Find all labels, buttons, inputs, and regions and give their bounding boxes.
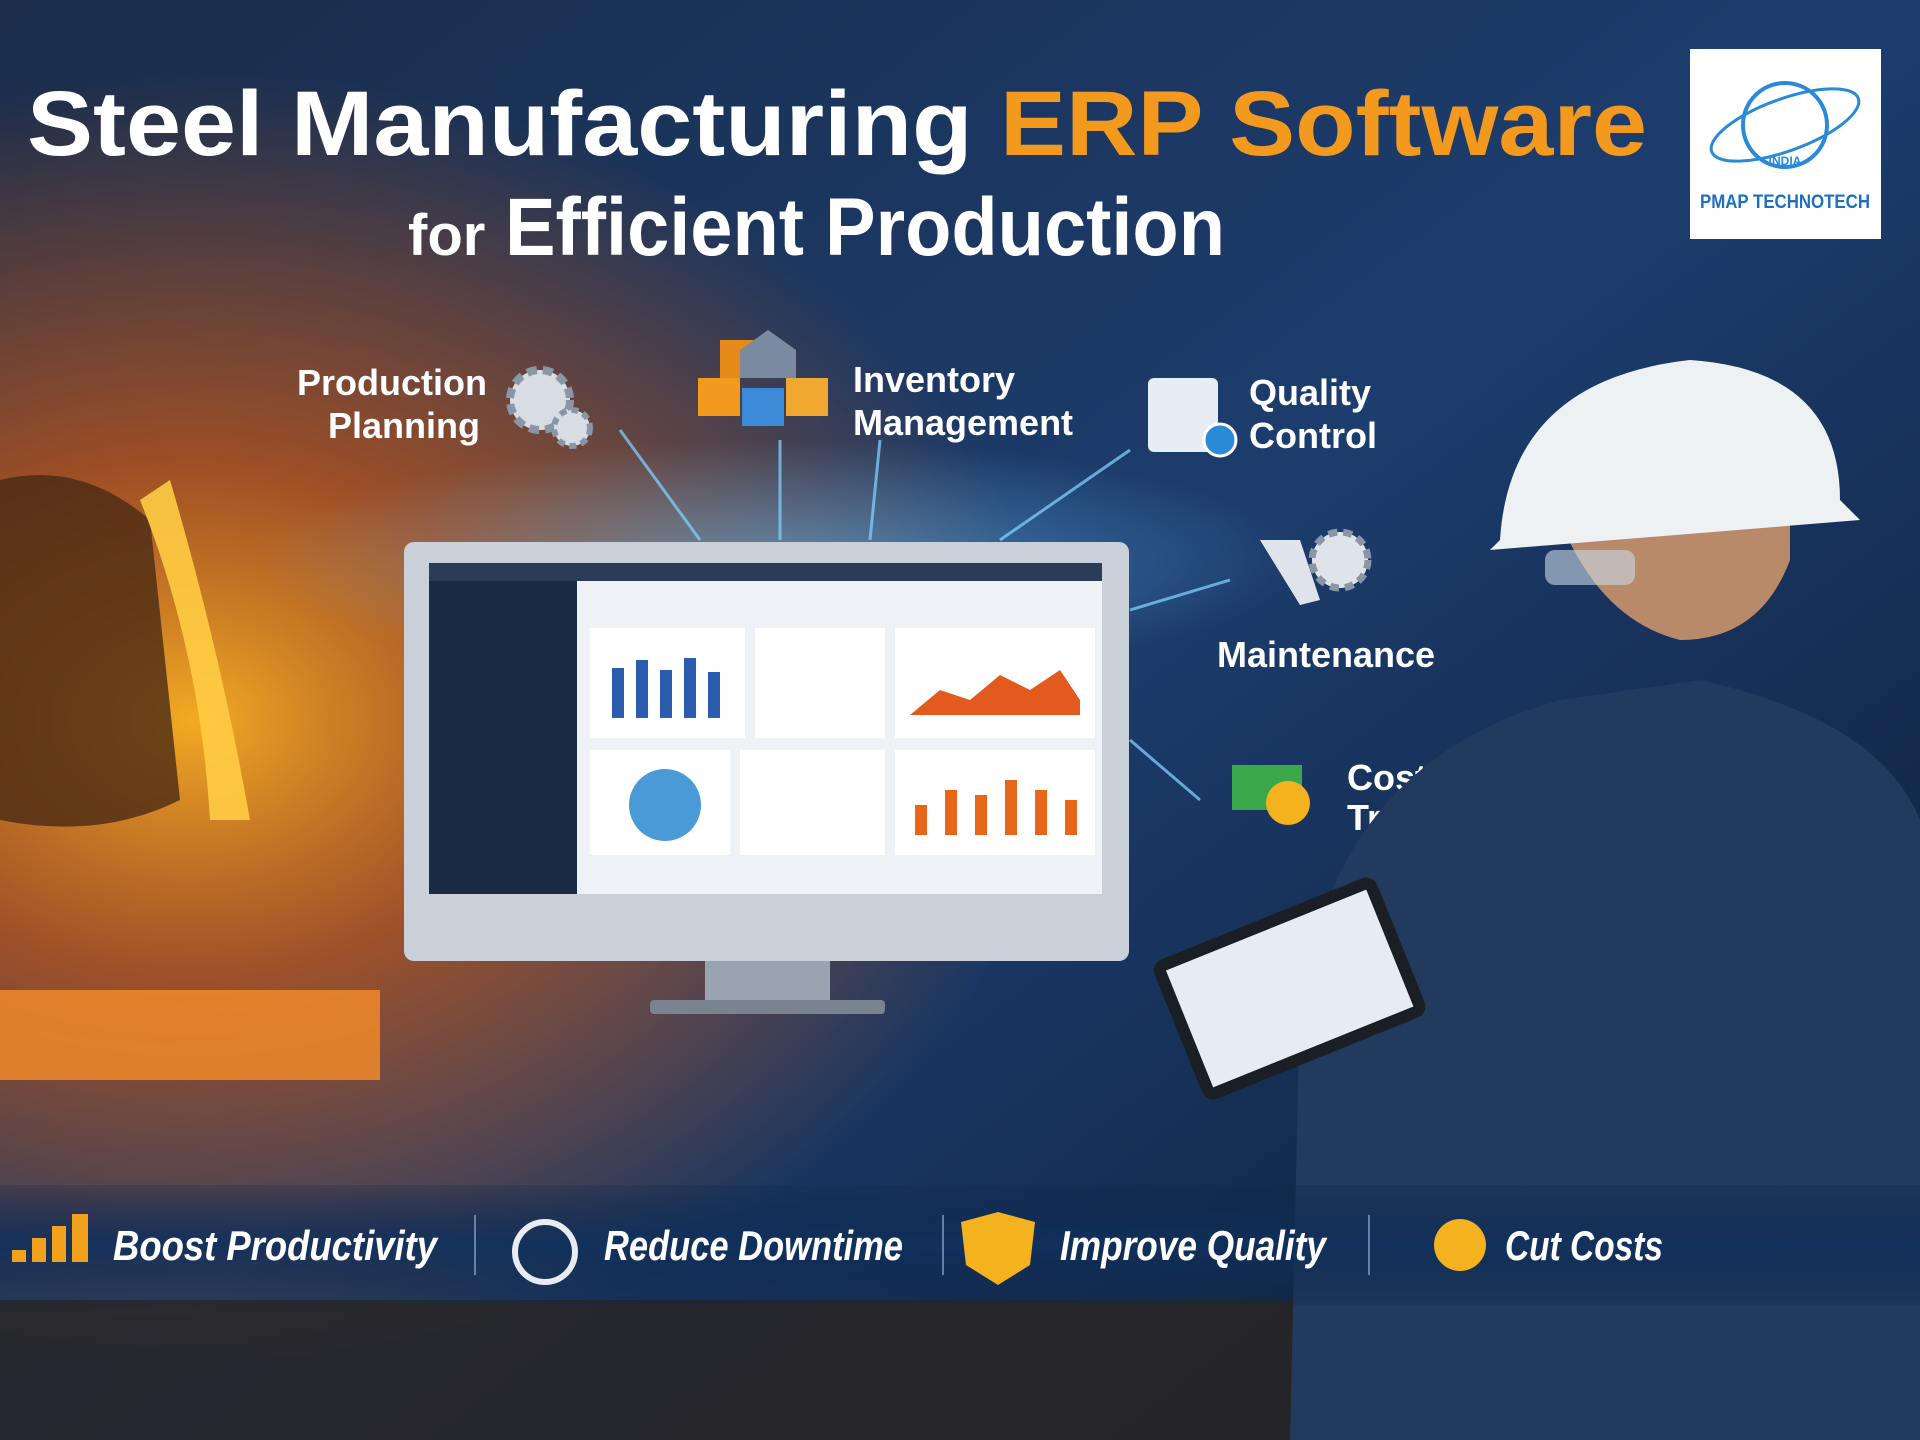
logo-name: PMAP TECHNOTECH — [1700, 192, 1870, 213]
panel — [755, 628, 885, 738]
monitor-base — [650, 1000, 885, 1014]
safety-glasses — [1545, 550, 1635, 585]
tablet-screen — [1165, 889, 1414, 1088]
subtitle: Efficient Production — [505, 182, 1225, 273]
tablet — [1153, 877, 1426, 1100]
benefit-label: Reduce Downtime — [604, 1222, 903, 1269]
feature-maintenance: Maintenance — [1217, 528, 1435, 675]
title-main: Steel Manufacturing — [27, 73, 973, 175]
ladle — [0, 475, 180, 827]
subtitle-prefix: for — [408, 203, 485, 268]
logo-globe — [1741, 81, 1829, 169]
box-icon — [698, 378, 740, 416]
dashboard-graphic — [612, 658, 720, 718]
connector — [618, 429, 702, 541]
feature-label: Maintenance — [1217, 634, 1435, 675]
dashboard-graphic — [629, 769, 701, 841]
dashboard-graphic — [910, 670, 1080, 715]
feature-quality: Quality Control — [1148, 372, 1377, 458]
gear-icon — [1308, 528, 1372, 592]
benefit-label: Cut Costs — [1505, 1222, 1663, 1269]
hammer-icon — [1260, 540, 1320, 605]
gear-icon — [506, 366, 574, 434]
box-icon — [742, 388, 784, 426]
feature-production: Production Planning — [297, 362, 593, 449]
title: Steel Manufacturing ERP Software — [27, 73, 1647, 175]
monitor — [404, 542, 1129, 1014]
logo-box — [1690, 49, 1881, 239]
warehouse-icon — [740, 330, 796, 378]
feature-label: Planning — [328, 405, 480, 446]
checklist-icon — [1148, 378, 1218, 452]
title-highlight: ERP Software — [1000, 73, 1647, 175]
benefit-label: Boost Productivity — [113, 1222, 439, 1269]
logo: INDIA PMAP TECHNOTECH — [1690, 49, 1881, 239]
shield-icon — [961, 1212, 1035, 1285]
box-icon — [786, 378, 828, 416]
molten-steel — [140, 480, 250, 820]
feature-label: Management — [853, 402, 1073, 443]
feature-label: Inventory — [853, 359, 1015, 400]
sidebar — [429, 563, 577, 894]
connectors — [618, 429, 1231, 802]
dividers — [474, 1215, 1370, 1275]
feature-label: Production — [297, 362, 487, 403]
feature-label: Control — [1249, 415, 1377, 456]
dashboard-graphic — [915, 780, 1077, 835]
connector — [999, 448, 1131, 542]
titlebar — [429, 563, 1102, 581]
feature-inventory: Inventory Management — [698, 330, 1073, 443]
hot-slab — [0, 990, 380, 1080]
panel — [895, 750, 1095, 855]
logo-orbit — [1709, 87, 1861, 163]
benefit-label: Improve Quality — [1060, 1222, 1328, 1270]
productivity-icon — [12, 1214, 88, 1262]
connector — [1129, 738, 1201, 802]
logo-country: INDIA — [1769, 154, 1802, 168]
benefits-bar — [0, 1185, 1920, 1305]
monitor-stand — [705, 961, 830, 1001]
connector — [1129, 578, 1231, 612]
coin-icon — [1266, 781, 1310, 825]
panel — [740, 750, 885, 855]
coin-icon — [1434, 1219, 1486, 1271]
check-icon — [1202, 422, 1238, 458]
clock-icon — [512, 1219, 578, 1285]
connector — [868, 439, 882, 541]
gear-icon — [551, 407, 593, 449]
feature-label: Quality — [1249, 372, 1371, 413]
helmet — [1490, 360, 1860, 550]
